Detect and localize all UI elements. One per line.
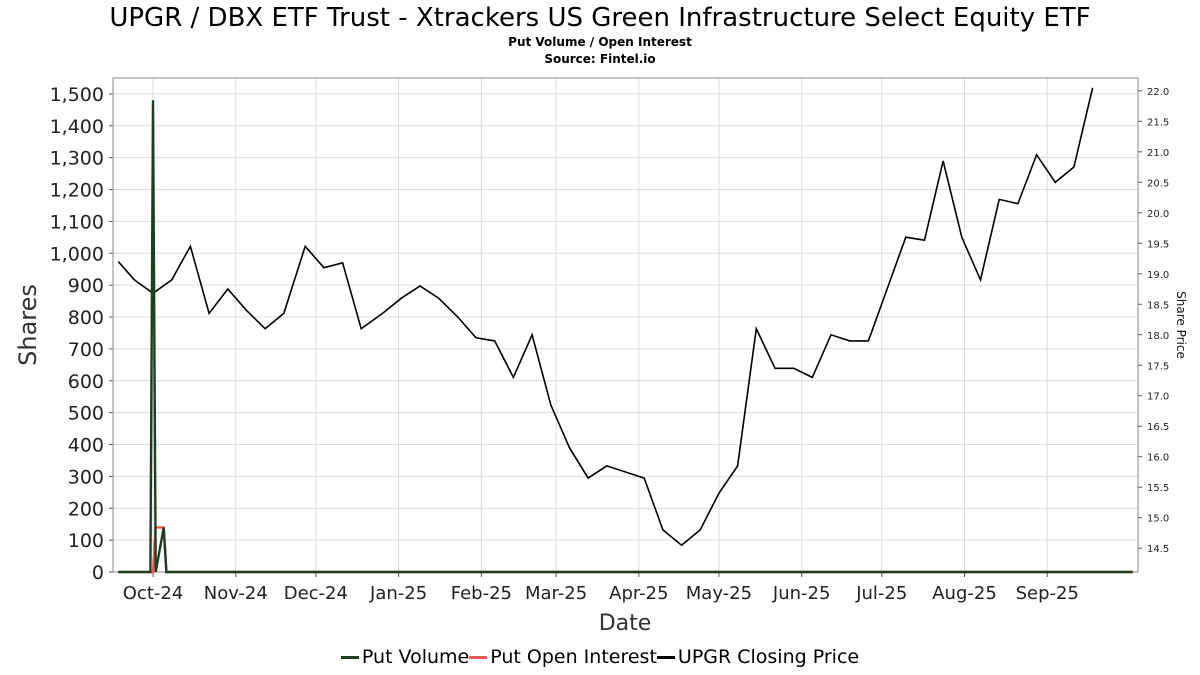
y-tick-label: 1,400 <box>50 116 104 138</box>
series-line-put-volume <box>118 100 1133 574</box>
legend-swatch-put-open-interest <box>469 655 488 659</box>
plot-area <box>113 78 1138 572</box>
chart-source: Source: Fintel.io <box>544 52 656 66</box>
series-line-upgr-closing-price <box>117 87 1094 547</box>
y-tick-label: 500 <box>68 403 104 425</box>
y-tick-label: 600 <box>68 371 104 393</box>
legend-item-put-volume: Put Volume <box>340 646 470 668</box>
y2-tick-label: 20.5 <box>1147 178 1169 189</box>
x-tick-label: Dec-24 <box>284 583 348 604</box>
y-tick-label: 700 <box>68 339 104 361</box>
legend-item-put-open-interest: Put Open Interest <box>469 646 657 668</box>
y2-tick-label: 21.5 <box>1147 117 1169 128</box>
y2-tick-label: 16.0 <box>1147 453 1169 464</box>
y-tick-label: 1,000 <box>50 243 104 265</box>
legend-label-closing-price: UPGR Closing Price <box>677 646 860 668</box>
y2-tick-label: 17.5 <box>1147 361 1169 372</box>
x-tick-label: May-25 <box>686 583 752 604</box>
legend-label-put-open-interest: Put Open Interest <box>490 646 657 668</box>
y2-tick-label: 15.0 <box>1147 514 1169 525</box>
y2-tick-label: 16.5 <box>1147 422 1169 433</box>
y2-tick-label: 14.5 <box>1147 544 1169 555</box>
chart-title: UPGR / DBX ETF Trust - Xtrackers US Gree… <box>109 3 1091 33</box>
x-axis-label: Date <box>599 611 652 636</box>
legend-swatch-put-volume <box>340 655 359 659</box>
y-tick-label: 1,100 <box>50 211 104 233</box>
x-tick-label: Feb-25 <box>451 583 512 604</box>
y2-tick-label: 15.5 <box>1147 483 1169 494</box>
x-tick-label: Apr-25 <box>609 583 668 604</box>
x-tick-label: Sep-25 <box>1016 583 1079 604</box>
x-tick-label: Jul-25 <box>855 583 907 604</box>
legend: Put Volume Put Open Interest UPGR Closin… <box>0 646 1200 668</box>
y2-tick-label: 22.0 <box>1147 87 1169 98</box>
x-tick-label: Jun-25 <box>772 583 831 604</box>
y2-tick-label: 19.5 <box>1147 239 1169 250</box>
y-tick-label: 1,500 <box>50 84 104 106</box>
y2-tick-label: 19.0 <box>1147 270 1169 281</box>
x-tick-label: Aug-25 <box>932 583 997 604</box>
legend-label-put-volume: Put Volume <box>361 646 470 668</box>
y-tick-label: 100 <box>68 530 104 552</box>
y-tick-label: 200 <box>68 498 104 520</box>
y2-tick-label: 20.0 <box>1147 209 1169 220</box>
y2-tick-label: 21.0 <box>1147 148 1169 159</box>
y2-tick-label: 18.5 <box>1147 300 1169 311</box>
y2-tick-label: 18.0 <box>1147 331 1169 342</box>
y-tick-label: 900 <box>68 275 104 297</box>
legend-item-closing-price: UPGR Closing Price <box>656 646 860 668</box>
y-tick-label: 0 <box>92 562 104 584</box>
y-tick-label: 1,200 <box>50 180 104 202</box>
y2-axis-label: Share Price <box>1174 291 1188 359</box>
x-tick-label: Nov-24 <box>204 583 268 604</box>
x-tick-label: Mar-25 <box>525 583 587 604</box>
x-tick-label: Oct-24 <box>123 583 184 604</box>
y-tick-label: 400 <box>68 435 104 457</box>
y-tick-label: 300 <box>68 466 104 488</box>
y-tick-label: 1,300 <box>50 148 104 170</box>
y-axis-label: Shares <box>14 284 42 366</box>
chart-subtitle: Put Volume / Open Interest <box>508 35 692 49</box>
y2-tick-label: 17.0 <box>1147 392 1169 403</box>
legend-swatch-closing-price <box>656 655 675 659</box>
y-tick-label: 800 <box>68 307 104 329</box>
x-tick-label: Jan-25 <box>369 583 427 604</box>
